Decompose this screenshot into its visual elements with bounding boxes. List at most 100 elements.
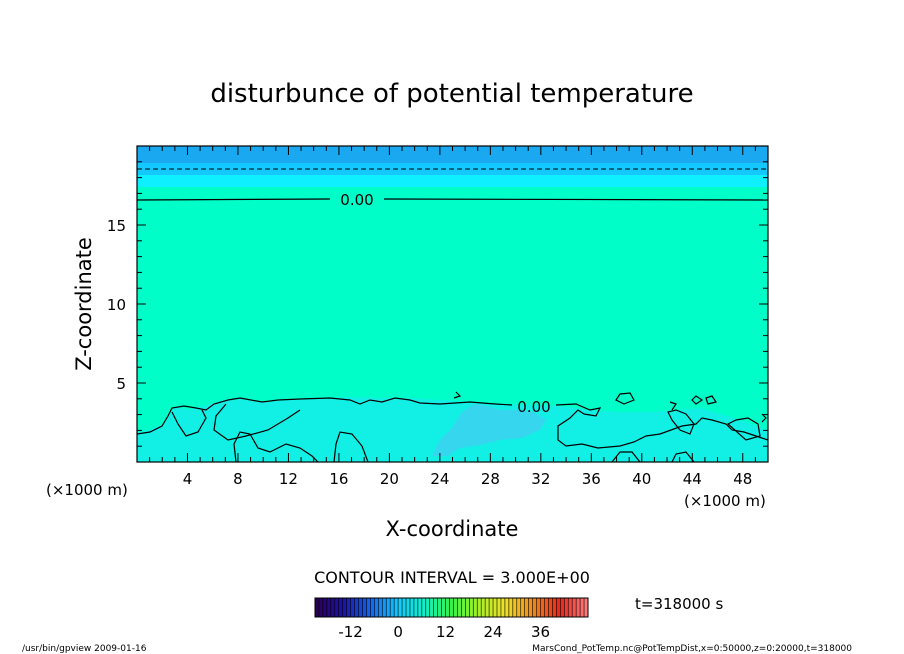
colorbar-cell (524, 598, 529, 617)
x-tick-label: 20 (380, 470, 399, 488)
y-tick-labels: 5 10 15 (107, 217, 126, 393)
colorbar-cell (386, 598, 391, 617)
colorbar-cell (362, 598, 367, 617)
colorbar-cell (508, 598, 514, 617)
contour-zero-upper-left (137, 198, 331, 201)
x-tick-label: 36 (582, 470, 601, 488)
colorbar-cell (417, 598, 423, 617)
contour-interval-text: CONTOUR INTERVAL = 3.000E+00 (314, 568, 590, 587)
contour-cell-9 (671, 451, 695, 462)
contour-cell-6 (667, 409, 695, 435)
colorbar-cell (441, 598, 446, 617)
colorbar-cell (421, 598, 426, 617)
colorbar-tick-label: 24 (483, 623, 502, 641)
colorbar-cell (576, 598, 581, 617)
colorbar-cell (568, 598, 573, 617)
plot-area (137, 146, 768, 462)
colorbar-cell (512, 598, 517, 617)
colorbar-cell (481, 598, 486, 617)
colorbar-cell (354, 598, 359, 617)
contour-cell-7 (726, 417, 761, 441)
y-tick-label: 10 (107, 296, 126, 314)
y-tick-label: 5 (116, 375, 126, 393)
colorbar-cell (449, 598, 454, 617)
colorbar-cell (429, 598, 434, 617)
colorbar-cell (528, 598, 533, 617)
colorbar-tick-label: 0 (393, 623, 403, 641)
x-tick-label: 40 (632, 470, 651, 488)
contour-cell-8 (611, 451, 641, 462)
colorbar-cell (358, 598, 363, 617)
contours (137, 168, 768, 462)
colorbar-cell (473, 598, 478, 617)
colorbar-cell (346, 598, 351, 617)
contour-cell-1 (171, 409, 207, 437)
colorbar-cell (326, 598, 332, 617)
colorbar-tick-labels: -12 0 12 24 36 (338, 623, 550, 641)
y-unit-label: (×1000 m) (46, 481, 128, 499)
x-tick-label: 24 (430, 470, 449, 488)
x-tick-label: 8 (233, 470, 243, 488)
contour-cell-3 (233, 431, 319, 462)
colorbar-cell (552, 598, 557, 617)
colorbar (315, 598, 589, 617)
colorbar-cell (322, 598, 328, 617)
x-tick-label: 28 (481, 470, 500, 488)
x-tick-labels: 4 8 12 16 20 24 28 32 36 40 44 48 (183, 470, 753, 488)
x-tick-label: 16 (329, 470, 348, 488)
colorbar-cell (465, 598, 470, 617)
colorbar-cell (390, 598, 395, 617)
colorbar-cell (572, 598, 577, 617)
contour-zero-lower (137, 397, 513, 435)
x-tick-label: 12 (279, 470, 298, 488)
axis-ticks (137, 146, 768, 462)
colorbar-cell (504, 598, 510, 617)
colorbar-cell (378, 598, 383, 617)
footer-right: MarsCond_PotTemp.nc@PotTempDist,x=0:5000… (532, 644, 852, 654)
colorbar-cell (382, 598, 387, 617)
colorbar-cell (370, 598, 375, 617)
colorbar-cell (315, 598, 320, 617)
contour-cell-13 (453, 391, 462, 399)
colorbar-cell (433, 598, 438, 617)
colorbar-cell (457, 598, 462, 617)
colorbar-cell (556, 598, 561, 617)
light-band (137, 175, 768, 187)
colorbar-cell (330, 598, 335, 617)
colorbar-cell (342, 598, 347, 617)
contour-labels: 0.00 0.00 (340, 191, 550, 416)
colorbar-cell (398, 598, 403, 617)
y-tick-label: 15 (107, 217, 126, 235)
colorbar-cell (413, 598, 419, 617)
contour-cell-11 (705, 395, 717, 405)
colorbar-tick-label: 12 (436, 623, 455, 641)
colorbar-cell (544, 598, 549, 617)
colorbar-frame (314, 597, 589, 618)
colorbar-tick-label: -12 (338, 623, 363, 641)
low-spot (432, 404, 546, 456)
contour-zero-upper-right (383, 198, 768, 201)
contour-cell-14 (761, 413, 767, 423)
colorbar-cell (560, 598, 565, 617)
colorbar-cell (532, 598, 537, 617)
colorbar-cell (485, 598, 490, 617)
colorbar-cell (520, 598, 525, 617)
contour-cell-4 (333, 431, 369, 462)
contour-cell-12 (669, 401, 677, 411)
y-axis-label: Z-coordinate (72, 237, 96, 371)
x-tick-label: 44 (683, 470, 702, 488)
colorbar-tick-label: 36 (531, 623, 550, 641)
colorbar-cell (402, 598, 407, 617)
time-label: t=318000 s (635, 595, 723, 613)
colorbar-cell (536, 598, 541, 617)
colorbar-cell (374, 598, 379, 617)
colorbar-cell (584, 598, 589, 617)
colorbar-cell (366, 598, 371, 617)
x-axis-label: X-coordinate (386, 517, 519, 541)
colorbar-cell (453, 598, 458, 617)
colorbar-cell (477, 598, 482, 617)
x-tick-label: 4 (183, 470, 193, 488)
contour-label-lower: 0.00 (517, 398, 550, 416)
colorbar-cell (394, 598, 399, 617)
